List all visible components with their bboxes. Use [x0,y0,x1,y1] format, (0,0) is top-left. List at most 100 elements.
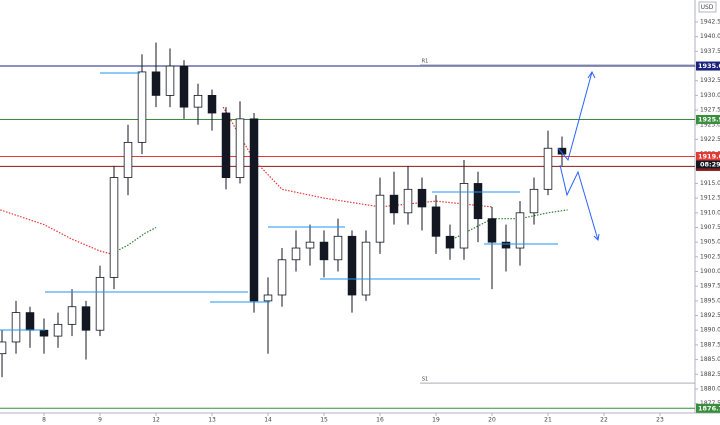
candle-body [487,218,497,243]
candle-body [249,118,259,302]
y-tick-label: 1882.5 [700,371,720,378]
x-tick-label: 16 [376,417,384,424]
candle-body [319,241,329,261]
y-tick-label: 1910.0 [700,209,720,216]
countdown-box [696,160,720,169]
pivot-label: R1 [422,58,429,64]
y-tick-label: 1937.5 [700,48,720,55]
candle-body [263,294,273,302]
candle-body [109,177,119,278]
y-tick-label: 1895.0 [700,297,720,304]
candle-body [529,188,539,214]
forecast-arrow [557,71,593,162]
y-tick-label: 1877.5 [700,400,720,407]
countdown: 08:29 [700,160,720,168]
y-tick-label: 1907.5 [700,224,720,231]
moving-average [0,209,112,255]
y-tick-label: 1932.5 [700,77,720,84]
currency-box [698,1,717,13]
candle-body [543,147,553,190]
currency: USD [701,4,714,11]
price-tag [696,61,720,71]
y-tick-label: 1927.5 [700,107,720,114]
price-tag [696,403,720,413]
y-tick-label: 1892.5 [700,312,720,319]
candle-body [151,71,161,96]
price-tag-label: 1876.7 [698,404,720,412]
arrow-head [593,233,600,242]
y-tick-label: 1930.0 [700,92,720,99]
forecast-arrow [559,164,599,241]
candle-body [137,71,147,143]
price-tag-label: 1925.9 [698,115,720,123]
x-tick-label: 19 [432,417,440,424]
candle-body [473,183,483,220]
candle-body [291,247,301,261]
candle-body [235,118,245,178]
y-tick-label: 1887.5 [700,341,720,348]
candle-body [179,65,189,108]
y-tick-label: 1942.5 [700,19,720,26]
x-tick-label: 20 [488,417,496,424]
moving-average [110,226,157,255]
y-tick-label: 1922.5 [700,136,720,143]
x-tick-label: 23 [656,417,664,424]
candle-body [501,241,511,249]
x-tick-label: 14 [264,417,272,424]
y-tick-label: 1890.0 [700,327,720,334]
price-tag-label: 1919.6 [698,152,720,160]
y-tick-label: 1880.0 [700,385,720,392]
candle-body [165,65,175,96]
candle-body [95,276,105,331]
candle-body [347,235,357,296]
x-tick-label: 22 [600,417,608,424]
price-tag [696,151,720,161]
plot: R1 S1 [0,42,695,409]
candle-body [375,194,385,243]
candle-body [403,188,413,214]
x-tick-label: 8 [42,417,46,424]
y-tick-label: 1902.5 [700,253,720,260]
pivot-label: S1 [422,377,428,383]
profile-lines [0,72,558,331]
y-tick-label: 1915.0 [700,180,720,187]
y-tick-label: 1912.5 [700,195,720,202]
candle-body [389,194,399,214]
y-tick-label: 1925.0 [700,121,720,128]
candle-body [81,306,91,331]
candle-body [25,312,35,331]
candle-body [123,141,133,178]
candle-body [221,112,231,178]
price-tag-label: 1935.0 [698,62,720,70]
candle-body [277,259,287,296]
candle-body [431,206,441,237]
x-tick-label: 13 [208,417,216,424]
candle-body [193,94,203,108]
forecast-drawings [557,71,600,242]
candle-body [459,183,469,249]
candle-body [333,235,343,261]
candle-body [417,188,427,208]
x-tick-label: 21 [544,417,552,424]
candle-body [207,94,217,114]
y-tick-label: 1885.0 [700,356,720,363]
y-tick-label: 1897.5 [700,283,720,290]
candle-body [67,306,77,325]
candle-body [445,235,455,249]
candle-body [53,323,63,337]
y-tick-label: 1905.0 [700,239,720,246]
candle-body [11,312,21,343]
x-tick-label: 12 [152,417,160,424]
y-tick-label: 1900.0 [700,268,720,275]
candle-body [39,329,49,337]
candle-body [305,241,315,249]
y-tick-label: 1940.0 [700,33,720,40]
candle-body [361,241,371,296]
arrow-head [587,71,596,79]
x-tick-label: 9 [98,417,102,424]
candle-body [0,341,7,355]
x-tick-label: 15 [320,417,328,424]
candle-body [515,212,525,249]
